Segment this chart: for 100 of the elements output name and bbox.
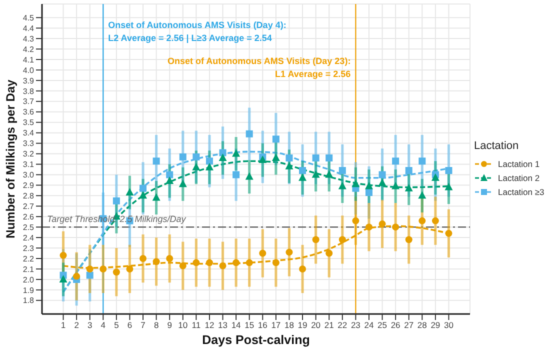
y-tick-label: 2.9 <box>22 181 35 190</box>
point <box>352 180 360 188</box>
y-tick-label: 2.3 <box>22 244 35 253</box>
y-tick-label: 3.1 <box>22 160 35 170</box>
y-tick-label: 4.2 <box>22 44 35 54</box>
point <box>312 236 320 244</box>
y-tick-label: 3.8 <box>22 86 35 96</box>
x-tick-label: 26 <box>390 320 401 330</box>
point <box>166 254 174 262</box>
point <box>286 154 293 162</box>
x-tick-label: 29 <box>430 320 440 330</box>
x-tick-label: 5 <box>114 320 120 330</box>
x-tick-label: 16 <box>258 320 268 330</box>
x-tick-label: 4 <box>100 320 106 330</box>
point <box>378 171 386 178</box>
point <box>258 156 267 164</box>
y-tick-label: 2.6 <box>22 212 35 222</box>
y-tick-label: 1.8 <box>22 296 35 306</box>
x-axis-title: Days Post-calving <box>202 333 310 347</box>
point <box>59 274 68 282</box>
point <box>179 153 186 160</box>
y-tick-label: 2.5 <box>22 222 35 232</box>
y-tick-label: 3.6 <box>22 108 35 117</box>
point <box>232 171 240 178</box>
point <box>418 158 426 165</box>
ref-line-label: Onset of Autonomous AMS Visits (Day 4): L2 Average = 2.56 | L≥3 Average = 2.54 <box>108 20 286 43</box>
x-tick-label: 6 <box>127 320 132 330</box>
point <box>139 191 148 199</box>
point <box>445 167 452 174</box>
point <box>325 170 334 178</box>
y-tick-label: 4.5 <box>22 13 35 22</box>
x-tick-label: 23 <box>350 320 361 330</box>
point <box>192 259 200 266</box>
y-tick-label: 3.9 <box>22 76 35 86</box>
point <box>246 259 253 266</box>
point <box>272 136 280 143</box>
point <box>418 191 426 199</box>
x-tick-label: 7 <box>140 320 146 330</box>
point <box>286 248 293 256</box>
point <box>152 193 160 201</box>
point <box>206 259 213 266</box>
y-tick-label: 3.2 <box>22 150 35 159</box>
y-tick-label: 3.7 <box>22 97 35 106</box>
x-tick-label: 22 <box>338 320 348 330</box>
point <box>299 265 306 272</box>
y-tick-label: 3.0 <box>22 170 35 180</box>
legend-label: Lactation ≥3 <box>498 187 544 197</box>
point <box>392 224 400 231</box>
point <box>432 217 439 224</box>
x-tick-label: 13 <box>218 320 228 330</box>
point <box>166 176 174 184</box>
point <box>232 259 240 266</box>
x-tick-label: 8 <box>154 320 159 330</box>
point <box>312 154 320 162</box>
point <box>152 258 160 266</box>
x-tick-label: 12 <box>204 320 214 330</box>
point <box>73 272 80 280</box>
y-tick-label: 4.0 <box>22 66 35 75</box>
point <box>272 259 280 266</box>
y-tick-label: 4.4 <box>22 24 35 33</box>
x-tick-label: 20 <box>311 320 321 330</box>
point <box>112 197 120 204</box>
point <box>219 149 226 156</box>
point <box>272 153 280 161</box>
point <box>205 162 214 170</box>
point <box>179 262 186 270</box>
point <box>86 265 94 272</box>
x-tick-label: 11 <box>192 320 201 330</box>
y-tick-label: 2.8 <box>22 191 35 200</box>
point <box>365 189 372 196</box>
point <box>444 182 453 190</box>
y-tick-label: 3.3 <box>22 139 35 148</box>
y-tick-label: 4.1 <box>22 55 35 64</box>
point <box>140 184 147 192</box>
x-tick-label: 3 <box>87 320 92 330</box>
y-tick-label: 3.5 <box>22 118 35 128</box>
legend-title: Lactation <box>474 140 520 152</box>
point <box>338 182 346 190</box>
point <box>378 220 386 228</box>
point <box>445 230 452 237</box>
point <box>405 167 412 174</box>
x-tick-label: 10 <box>178 320 188 330</box>
point <box>126 188 134 196</box>
point <box>112 268 120 276</box>
point <box>206 158 213 165</box>
y-tick-label: 2.4 <box>22 233 35 242</box>
y-tick-label: 4.3 <box>22 34 35 44</box>
point <box>232 149 240 157</box>
point <box>365 224 372 231</box>
x-tick-label: 25 <box>378 320 388 330</box>
y-tick-label: 1.9 <box>22 286 35 295</box>
x-tick-label: 24 <box>364 320 374 330</box>
point <box>431 173 440 181</box>
point <box>326 250 333 257</box>
point <box>404 184 413 192</box>
point <box>312 170 320 178</box>
point <box>192 153 200 160</box>
x-tick-label: 30 <box>444 320 454 330</box>
point <box>178 180 187 188</box>
x-tick-label: 27 <box>404 320 414 330</box>
